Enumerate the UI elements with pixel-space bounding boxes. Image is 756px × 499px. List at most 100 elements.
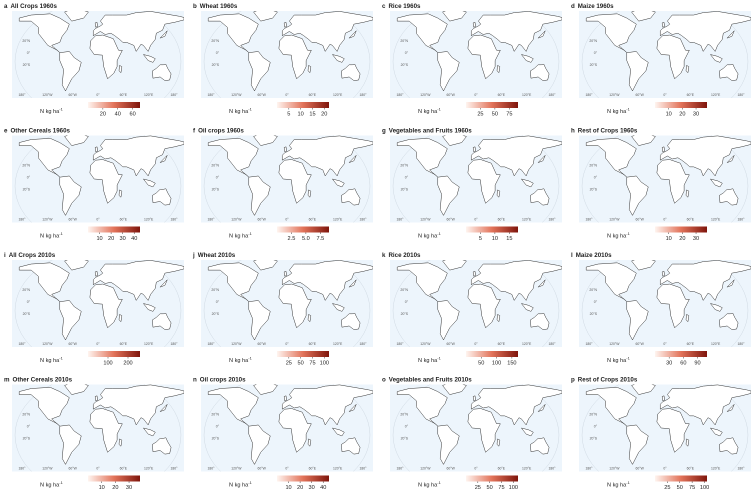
colorbar-tick-label: 25 (475, 485, 481, 491)
lon-label: 180° (585, 342, 593, 346)
lon-label: 180° (207, 93, 215, 97)
colorbar-unit: N kg ha-1 (40, 356, 64, 365)
unit: N kg ha (607, 483, 627, 489)
lon-label: 180° (207, 342, 215, 346)
lon-label: 60°E (120, 93, 128, 97)
lon-label: 60°W (258, 342, 267, 346)
lat-label: 20°S (212, 436, 220, 440)
colorbar-tick-label: 30 (693, 111, 699, 117)
panel-letter: n (193, 376, 197, 383)
lat-label: 20°N (400, 412, 408, 416)
lat-label: 0° (27, 300, 31, 304)
colorbar-tick-label: 15 (309, 111, 315, 117)
lon-label: 0° (96, 342, 100, 346)
colorbar (88, 226, 140, 233)
panel-letter: b (193, 3, 197, 10)
colorbar (466, 475, 518, 482)
panel-title-text: Rest of Crops 1960s (578, 127, 638, 134)
colorbar (88, 351, 140, 357)
colorbar-unit: N kg ha-1 (418, 356, 442, 365)
lon-label: 180° (359, 342, 367, 346)
panel-title: n Oil crops 2010s (193, 376, 246, 383)
lon-label: 60°E (687, 466, 695, 470)
unit: N kg ha (40, 109, 60, 115)
colorbar-tick-label: 75 (506, 111, 512, 117)
panel-title-text: Other Cereals 1960s (10, 127, 70, 134)
lon-label: 0° (285, 466, 289, 470)
colorbar (88, 475, 140, 482)
lat-label: 20°S (590, 187, 598, 191)
lon-label: 60°E (309, 217, 317, 221)
panel-letter: d (571, 3, 575, 10)
colorbar-tick-label: 100 (492, 360, 501, 366)
panel-letter: k (382, 252, 386, 259)
lon-label: 120°W (420, 93, 431, 97)
lon-label: 0° (474, 466, 478, 470)
unit-exponent: -1 (437, 231, 441, 236)
colorbar-tick-label: 20 (321, 111, 327, 117)
lon-label: 120°E (333, 217, 343, 221)
lat-label: 20°N (400, 39, 408, 43)
colorbar-unit: N kg ha-1 (607, 480, 631, 489)
colorbar-tick-label: 100 (509, 485, 518, 491)
panel: g Vegetables and Fruits 1960s 20°N 0° 20°S 18… (382, 127, 562, 242)
lon-label: 120°E (144, 466, 154, 470)
colorbar-tick-label: 90 (694, 360, 700, 366)
colorbar-tick-label: 25 (286, 360, 292, 366)
unit-exponent: -1 (59, 107, 63, 112)
panel-title: a All Crops 1960s (4, 3, 57, 10)
panel-title: c Rice 1960s (382, 3, 421, 10)
lon-label: 0° (285, 342, 289, 346)
colorbar-tick-label: 10 (666, 236, 672, 242)
colorbar-tick-label: 30 (309, 485, 315, 491)
colorbar-tick-label: 100 (320, 360, 329, 366)
lon-label: 180° (585, 93, 593, 97)
colorbar-tick-label: 20 (679, 236, 685, 242)
lat-label: 0° (216, 175, 220, 179)
lon-label: 120°E (144, 93, 154, 97)
lon-label: 180° (396, 466, 404, 470)
lon-label: 180° (359, 466, 367, 470)
panel-letter: o (382, 376, 386, 383)
colorbar-tick-label: 40 (115, 111, 121, 117)
panel-title: i All Crops 2010s (4, 252, 56, 259)
lon-label: 120°E (144, 217, 154, 221)
lon-label: 0° (663, 466, 667, 470)
lon-label: 60°W (636, 342, 645, 346)
lon-label: 120°E (711, 342, 721, 346)
colorbar-unit: N kg ha-1 (40, 107, 64, 116)
lat-label: 20°N (400, 288, 408, 292)
lat-label: 20°S (401, 312, 409, 316)
lon-label: 180° (207, 217, 215, 221)
lon-label: 60°E (120, 217, 128, 221)
panel-title-text: Vegetables and Fruits 2010s (389, 376, 472, 383)
lon-label: 0° (96, 466, 100, 470)
lat-label: 20°N (22, 288, 30, 292)
lat-label: 20°S (23, 312, 31, 316)
unit-exponent: -1 (248, 480, 252, 485)
panel-title-text: All Crops 2010s (9, 252, 56, 259)
lon-label: 180° (548, 342, 556, 346)
lon-label: 60°W (447, 342, 456, 346)
unit-exponent: -1 (626, 231, 630, 236)
colorbar-unit: N kg ha-1 (607, 356, 631, 365)
panel: b Wheat 1960s 20°N 0° 20°S 180° 120°W 60°W 0° 60°… (193, 3, 373, 117)
lon-label: 120°W (231, 466, 242, 470)
lon-label: 60°E (498, 217, 506, 221)
lat-label: 20°S (23, 63, 31, 67)
lon-label: 120°E (144, 342, 154, 346)
colorbar-tick-label: 5 (479, 236, 482, 242)
colorbar (655, 102, 707, 108)
panel-title-text: Oil crops 2010s (200, 376, 246, 383)
lon-label: 60°W (447, 93, 456, 97)
lon-label: 120°E (711, 466, 721, 470)
panel: m Other Cereals 2010s 20°N 0° 20°S 180° 120°W 6… (4, 376, 184, 491)
colorbar (466, 102, 518, 108)
colorbar-unit: N kg ha-1 (229, 480, 253, 489)
lon-label: 60°E (498, 466, 506, 470)
lon-label: 60°W (636, 466, 645, 470)
panel-letter: j (192, 252, 195, 259)
colorbar-tick-label: 40 (131, 236, 137, 242)
lat-label: 0° (405, 51, 409, 55)
lon-label: 120°W (609, 93, 620, 97)
